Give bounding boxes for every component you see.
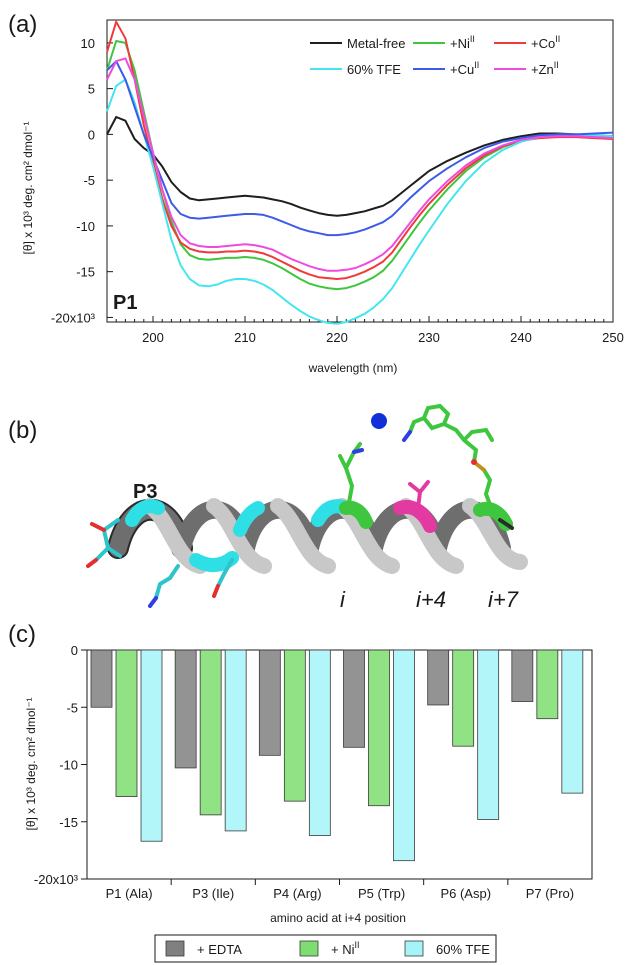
x-tick-label: 210 [234, 330, 256, 345]
panel-c-bars [90, 649, 584, 862]
series-line-5 [106, 57, 614, 272]
series-line-4 [106, 60, 614, 237]
x-tick-label: 220 [326, 330, 348, 345]
category-label: P1 (Ala) [106, 886, 153, 901]
legend-entry: + EDTA [197, 942, 242, 957]
y-tick-label: -20x10³ [34, 872, 79, 887]
panel-c-legend: + EDTA + NiII 60% TFE [154, 934, 497, 963]
series-line-2 [106, 20, 614, 280]
x-tick-label: 250 [602, 330, 624, 345]
legend-entry: 60% TFE [436, 942, 490, 957]
category-label: P4 (Arg) [273, 886, 321, 901]
y-tick-label: 0 [71, 643, 78, 658]
panel-c-bar-chart: (c) [θ] x 10³ deg. cm² dmol⁻¹ amino acid… [8, 621, 593, 963]
legend-entry: 60% TFE [347, 62, 401, 77]
bar-1-2 [224, 649, 247, 832]
metal-ion-sphere [371, 413, 387, 429]
y-tick-label: -5 [66, 700, 78, 715]
panel-c-category-labels: P1 (Ala) P3 (Ile) P4 (Arg) P5 (Trp) P6 (Asp)… [106, 879, 574, 901]
bar-2-2 [308, 649, 331, 836]
helix-ribbon [107, 498, 528, 574]
legend-entry: +ZnII [531, 60, 559, 77]
legend-swatch [299, 940, 319, 957]
y-tick-label: -15 [59, 815, 78, 830]
helix-position-i7: i+7 [488, 587, 519, 612]
category-label: P6 (Asp) [440, 886, 491, 901]
bar-3-0 [343, 649, 365, 748]
category-label: P7 (Pro) [526, 886, 574, 901]
panel-a-letter: (a) [8, 11, 37, 38]
panel-a-peptide-label: P1 [113, 292, 137, 314]
category-label: P3 (Ile) [192, 886, 234, 901]
helix-position-i4: i+4 [416, 587, 446, 612]
bar-1-0 [174, 649, 197, 769]
x-tick-label: 200 [142, 330, 164, 345]
panel-b-helix-illustration: (b) P3 [8, 403, 528, 612]
legend-entry: +CuII [450, 60, 479, 77]
panel-b-letter: (b) [8, 417, 37, 444]
panel-a-x-axis-label: wavelength (nm) [308, 361, 398, 375]
bar-4-1 [452, 649, 475, 747]
panel-c-letter: (c) [8, 621, 36, 648]
y-tick-label: -10 [59, 758, 78, 773]
series-line-1 [106, 40, 613, 291]
x-tick-label: 230 [418, 330, 440, 345]
x-tick-label: 240 [510, 330, 532, 345]
series-line-0 [106, 116, 614, 217]
panel-a-series [106, 20, 614, 325]
panel-a-line-chart: (a) [θ] x 10³ deg. cm² dmol⁻¹ wavelength… [8, 11, 624, 375]
panel-a-legend: Metal-free +NiII +CoII 60% TFE +CuII +ZnII [310, 34, 560, 77]
legend-entry: + NiII [331, 940, 360, 957]
panel-a-x-ticks: 200 210 220 230 240 250 [115, 316, 624, 345]
panel-a-plot-frame [106, 19, 614, 323]
series-line-3 [106, 78, 614, 325]
heteroatom-marker [471, 459, 477, 465]
y-tick-label: -15 [76, 265, 95, 280]
legend-swatch [165, 940, 185, 957]
panel-c-x-axis-label: amino acid at i+4 position [270, 911, 406, 925]
bar-3-1 [368, 649, 390, 807]
bar-5-2 [561, 649, 584, 794]
helix-position-i: i [340, 587, 346, 612]
legend-entry: +CoII [531, 34, 560, 51]
bar-2-1 [283, 649, 306, 802]
category-label: P5 (Trp) [358, 886, 405, 901]
bar-1-1 [199, 649, 222, 816]
bar-0-1 [115, 649, 138, 797]
y-tick-label: -20x10³ [51, 310, 96, 325]
y-tick-label: -5 [83, 173, 95, 188]
y-tick-label: 5 [88, 82, 95, 97]
y-tick-label: -10 [76, 219, 95, 234]
legend-box [154, 934, 497, 963]
y-tick-label: 0 [88, 127, 95, 142]
bar-2-0 [258, 649, 281, 756]
legend-entry: Metal-free [347, 36, 406, 51]
bar-0-0 [90, 649, 113, 708]
panel-a-y-ticks: 10 5 0 -5 -10 -15 -20x10³ [51, 36, 113, 325]
panel-c-y-ticks: 0 -5 -10 -15 -20x10³ [34, 643, 87, 887]
helix-peptide-label: P3 [133, 481, 157, 503]
panel-a-axes-box [106, 19, 614, 323]
panel-a-y-axis-label: [θ] x 10³ deg. cm² dmol⁻¹ [21, 121, 35, 254]
bar-4-0 [427, 649, 450, 706]
bar-5-0 [511, 649, 534, 702]
y-tick-label: 10 [81, 36, 95, 51]
bar-5-1 [536, 649, 559, 720]
legend-entry: +NiII [450, 34, 475, 51]
legend-swatch [404, 940, 424, 957]
bar-3-2 [393, 649, 415, 862]
bar-4-2 [477, 649, 500, 820]
bar-0-2 [140, 649, 163, 842]
panel-c-y-axis-label: [θ] x 10³ deg. cm² dmol⁻¹ [24, 697, 38, 830]
